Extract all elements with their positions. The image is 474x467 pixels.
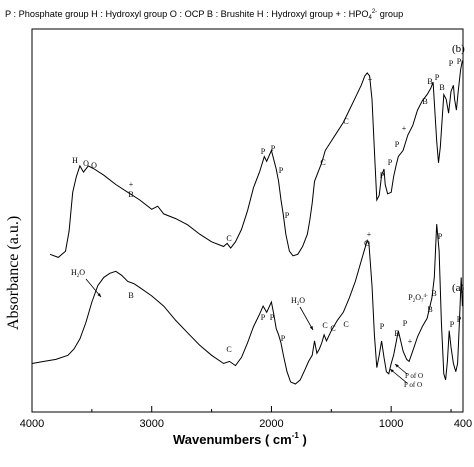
x-tick-label: 3000 <box>139 418 163 430</box>
peak-label-a: P <box>270 313 275 322</box>
peak-label-a: C <box>330 324 335 333</box>
series-b-line <box>49 60 463 258</box>
peak-label-b: B <box>427 77 432 86</box>
peak-label-b: B <box>439 83 444 92</box>
peak-label-b: C <box>343 117 348 126</box>
peak-label-b: + <box>402 124 407 133</box>
x-axis-ticks: 4000 3000 2000 1000 400 <box>20 406 472 430</box>
peak-label-a: P of O <box>404 381 422 389</box>
peak-label-b: P <box>395 140 400 149</box>
peak-label-a: O <box>364 239 370 248</box>
arrow-head <box>395 364 399 368</box>
x-tick-label: 4000 <box>20 418 44 430</box>
peak-label-a: P <box>438 232 443 241</box>
peak-label-a: C <box>322 321 327 330</box>
arrow-head <box>309 326 313 330</box>
peak-label-b: C <box>320 158 325 167</box>
peak-label-a: P <box>457 315 462 324</box>
peak-label-b: B <box>422 97 427 106</box>
peak-label-a: P <box>261 313 266 322</box>
peak-label-a: + <box>367 230 372 239</box>
peak-label-a: B <box>431 289 436 298</box>
peak-label-b: P <box>388 158 393 167</box>
series-label-a: (a) <box>452 282 465 294</box>
peak-label-a: H2O <box>71 268 85 279</box>
peak-label-b: P <box>279 166 284 175</box>
peak-label-a: + <box>408 337 413 346</box>
peak-label-b: P <box>435 73 440 82</box>
peak-label-b: P <box>261 147 266 156</box>
peak-label-b: P <box>271 144 276 153</box>
series-label-b: (b) <box>452 43 465 55</box>
y-axis-label: Absorbance (a.u.) <box>5 216 22 330</box>
legend-text: P : Phosphate group H : Hydroxyl group O… <box>5 9 403 21</box>
peak-label-a: P <box>380 322 385 331</box>
peak-label-b: H <box>72 156 78 165</box>
peak-label-b: O <box>91 161 97 170</box>
peak-label-a: P <box>450 320 455 329</box>
peak-label-a: B <box>427 305 432 314</box>
x-tick-label: 400 <box>454 418 472 430</box>
peak-label-b: B <box>128 190 133 199</box>
series-a-line <box>31 224 463 385</box>
peak-label-a: C <box>343 320 348 329</box>
peak-label-a: B <box>128 291 133 300</box>
peak-label-a: P <box>403 319 408 328</box>
arrow-head <box>390 369 394 373</box>
h2o-arrow-2 <box>299 306 314 331</box>
peak-label-b: C <box>226 234 231 243</box>
peak-label-b: + <box>129 180 134 189</box>
x-tick-label: 2000 <box>259 418 283 430</box>
x-tick-label: 1000 <box>379 418 403 430</box>
peak-label-a: P2O74- <box>408 293 428 304</box>
peak-label-b: P <box>449 59 454 68</box>
h2o-arrow <box>85 278 102 298</box>
peak-label-b: P <box>380 171 385 180</box>
peak-label-b: + <box>368 75 373 84</box>
arrow-head <box>97 293 101 297</box>
x-axis-label: Wavenumbers ( cm-1 ) <box>173 431 307 447</box>
plot-frame <box>31 28 464 413</box>
peak-label-a: C <box>226 345 231 354</box>
peak-label-b: P <box>285 211 290 220</box>
peak-label-a: P of O <box>405 372 423 380</box>
peak-label-a: B <box>394 329 399 338</box>
peak-label-a: P <box>281 334 286 343</box>
peak-label-b: P <box>457 57 462 66</box>
peak-label-b: O <box>83 159 89 168</box>
peak-label-a: H2O <box>291 296 305 307</box>
